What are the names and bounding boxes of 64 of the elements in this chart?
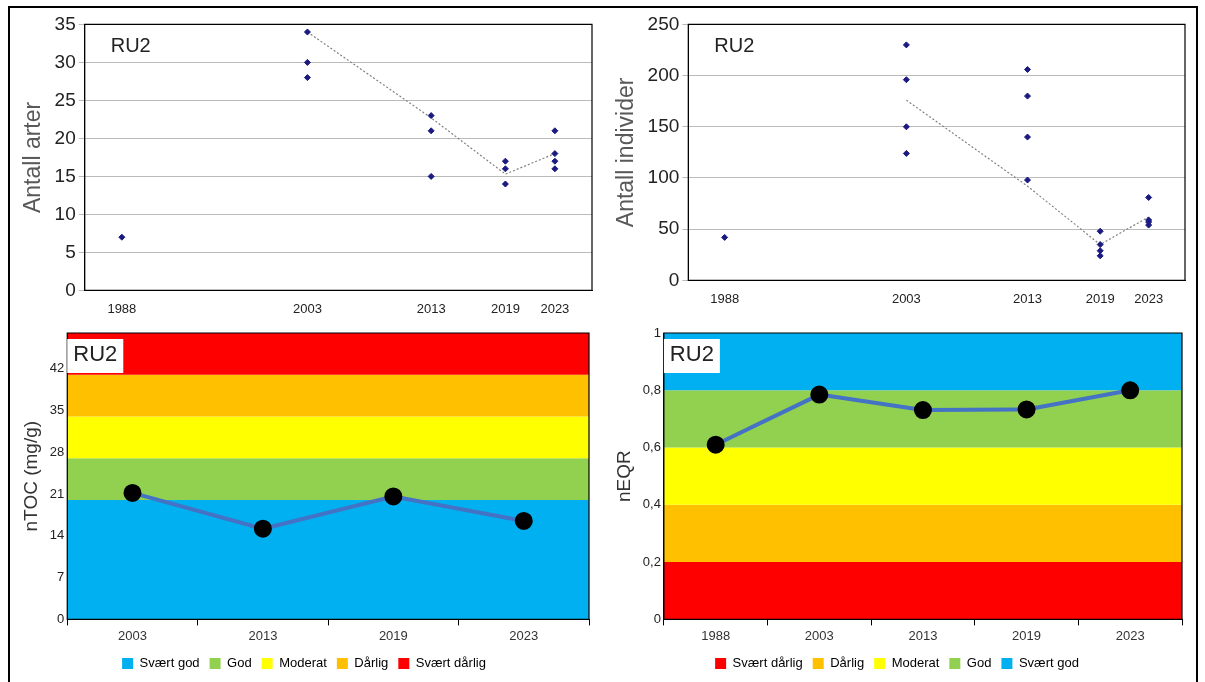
x-tick-label: 2003: [804, 627, 834, 643]
y-tick-label: 5: [65, 240, 76, 262]
x-tick-label: 2023: [540, 300, 570, 316]
y-tick-label: 0,2: [642, 553, 661, 569]
legend-label: Dårlig: [354, 655, 389, 671]
y-tick-label: 0: [668, 268, 680, 290]
y-tick-label: 0,8: [642, 381, 661, 397]
legend-label: God: [227, 655, 252, 671]
x-tick-label: 2013: [248, 627, 278, 643]
x-tick-label: 2013: [1013, 290, 1042, 306]
annotation: RU2: [73, 341, 118, 367]
legend-label: Svært god: [139, 655, 200, 671]
y-tick-label: 30: [54, 50, 76, 72]
annotation: RU2: [714, 33, 755, 56]
x-tick-label: 2023: [1115, 627, 1145, 643]
y-tick-label: 35: [49, 402, 65, 418]
legend-label: God: [966, 655, 992, 671]
x-tick-label: 2023: [509, 627, 539, 643]
y-tick-label: 21: [49, 485, 65, 501]
legend-label: Dårlig: [830, 655, 865, 671]
y-axis-title: Antall arter: [19, 101, 46, 214]
x-tick-label: 2019: [490, 300, 520, 316]
y-axis-title: Antall individer: [612, 77, 639, 228]
x-tick-label: 2013: [908, 627, 938, 643]
y-tick-label: 100: [647, 166, 680, 188]
y-tick-label: 250: [647, 12, 680, 34]
y-tick-label: 15: [54, 164, 76, 186]
x-tick-label: 2019: [1085, 290, 1115, 306]
y-tick-label: 0: [57, 610, 65, 626]
y-tick-label: 10: [54, 202, 76, 224]
y-tick-label: 25: [54, 88, 76, 110]
x-tick-label: 2003: [891, 290, 921, 306]
legend-label: Moderat: [279, 655, 328, 671]
y-tick-label: 200: [647, 63, 680, 85]
legend-label: Moderat: [891, 655, 940, 671]
y-tick-label: 20: [54, 126, 76, 148]
y-tick-label: 14: [49, 527, 65, 543]
y-tick-label: 7: [57, 569, 65, 585]
x-tick-label: 1988: [710, 290, 740, 306]
y-tick-label: 28: [49, 443, 65, 459]
legend-label: Svært dårlig: [415, 655, 486, 671]
x-tick-label: 2019: [378, 627, 408, 643]
y-tick-label: 0,4: [642, 496, 661, 512]
legend-label: Svært god: [1018, 655, 1079, 671]
y-axis-title: nEQR: [612, 450, 634, 503]
annotation: RU2: [110, 33, 151, 56]
y-axis-title: nTOC (mg/g): [19, 420, 41, 532]
y-tick-label: 35: [54, 12, 76, 34]
legend-label: Svært dårlig: [732, 655, 803, 671]
y-tick-label: 0: [653, 610, 661, 626]
x-tick-label: 1988: [107, 300, 137, 316]
x-tick-label: 2013: [416, 300, 446, 316]
x-tick-label: 2003: [118, 627, 147, 643]
y-tick-label: 0,6: [642, 439, 661, 455]
y-tick-label: 50: [658, 217, 680, 239]
x-tick-label: 2003: [292, 300, 322, 316]
y-tick-label: 0: [65, 278, 76, 300]
y-tick-label: 150: [647, 115, 680, 137]
x-tick-label: 2023: [1134, 290, 1164, 306]
y-tick-label: 42: [49, 360, 65, 376]
annotation: RU2: [669, 341, 714, 367]
x-tick-label: 1988: [701, 627, 731, 643]
y-tick-label: 1: [653, 324, 661, 340]
x-tick-label: 2019: [1012, 627, 1042, 643]
